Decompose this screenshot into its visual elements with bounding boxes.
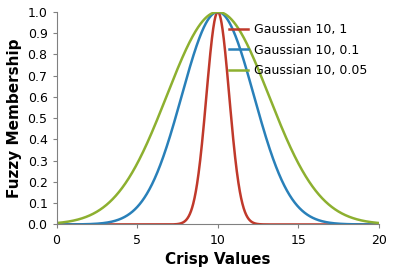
Gaussian 10, 1 [211,26,216,29]
Gaussian 10, 0.1 [368,223,372,226]
Gaussian 10, 1 [71,223,75,226]
Gaussian 10, 0.05 [54,221,59,225]
Gaussian 10, 1 [367,223,372,226]
X-axis label: Crisp Values: Crisp Values [165,252,271,267]
Gaussian 10, 0.05 [71,219,75,222]
Gaussian 10, 1 [216,10,220,14]
Gaussian 10, 1 [368,223,372,226]
Y-axis label: Fuzzy Membership: Fuzzy Membership [7,38,22,198]
Gaussian 10, 0.05 [368,220,372,224]
Gaussian 10, 0.1 [377,223,381,226]
Line: Gaussian 10, 1: Gaussian 10, 1 [56,12,379,224]
Gaussian 10, 0.1 [203,24,207,27]
Line: Gaussian 10, 0.05: Gaussian 10, 0.05 [56,12,379,223]
Gaussian 10, 0.05 [367,220,372,224]
Gaussian 10, 1 [377,223,381,226]
Gaussian 10, 0.05 [211,11,216,15]
Gaussian 10, 0.05 [216,10,220,14]
Gaussian 10, 0.05 [377,221,381,225]
Gaussian 10, 0.1 [211,12,216,15]
Gaussian 10, 0.1 [367,223,372,226]
Gaussian 10, 0.1 [54,223,59,226]
Gaussian 10, 0.05 [203,17,207,20]
Gaussian 10, 0.1 [71,223,75,226]
Gaussian 10, 1 [203,112,207,115]
Legend: Gaussian 10, 1, Gaussian 10, 0.1, Gaussian 10, 0.05: Gaussian 10, 1, Gaussian 10, 0.1, Gaussi… [225,18,373,82]
Line: Gaussian 10, 0.1: Gaussian 10, 0.1 [56,12,379,224]
Gaussian 10, 0.05 [309,182,313,185]
Gaussian 10, 1 [54,223,59,226]
Gaussian 10, 1 [309,223,313,226]
Gaussian 10, 0.1 [309,215,313,218]
Gaussian 10, 0.1 [216,10,220,14]
